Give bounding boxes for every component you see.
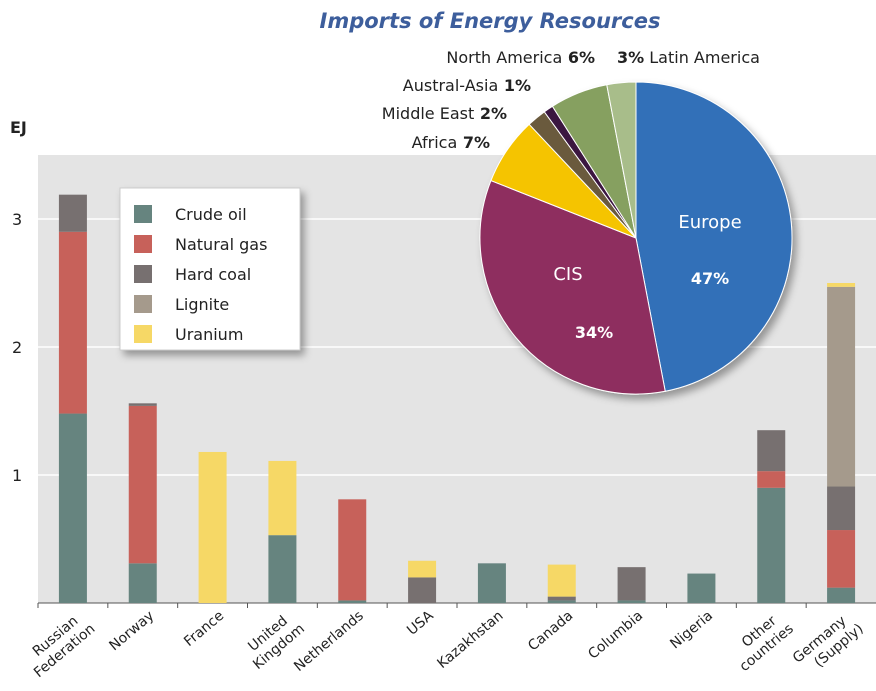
slice-value: 47% bbox=[691, 269, 729, 288]
bar-segment bbox=[58, 231, 87, 414]
bar-segment bbox=[58, 194, 87, 232]
pie-slice bbox=[635, 81, 793, 392]
bar-segment bbox=[58, 413, 87, 603]
legend-label: Natural gas bbox=[175, 235, 267, 254]
slice-label-group: Africa 7% bbox=[412, 133, 490, 152]
bar-segment bbox=[617, 600, 646, 603]
pie-slice bbox=[606, 81, 637, 239]
x-tick-label: RussianFederation bbox=[20, 608, 98, 681]
slice-label: North America bbox=[446, 48, 562, 67]
slice-label-group: 3% Latin America bbox=[617, 48, 760, 67]
x-tick-label: USA bbox=[404, 608, 437, 639]
bar-segment bbox=[477, 563, 506, 603]
bar-segment bbox=[757, 487, 786, 603]
bar-segment bbox=[198, 451, 227, 603]
slice-label-group: Middle East 2% bbox=[382, 104, 507, 123]
bar-segment bbox=[547, 564, 576, 597]
slice-label-group: North America 6% bbox=[446, 48, 595, 67]
slice-value: 34% bbox=[575, 323, 613, 342]
y-tick-label: 3 bbox=[12, 210, 22, 229]
bar-segment bbox=[547, 600, 576, 603]
x-tick-label: Kazakhstan bbox=[434, 608, 506, 672]
legend-swatch bbox=[134, 325, 152, 343]
legend-swatch bbox=[134, 235, 152, 253]
slice-label: Latin America bbox=[644, 48, 760, 67]
legend-label: Crude oil bbox=[175, 205, 247, 224]
bar-segment bbox=[268, 535, 297, 603]
legend-swatch bbox=[134, 265, 152, 283]
legend-swatch bbox=[134, 205, 152, 223]
bar-segment bbox=[827, 283, 856, 287]
bar-segment bbox=[827, 486, 856, 531]
slice-label: CIS bbox=[553, 264, 582, 285]
slice-value: 7% bbox=[457, 133, 490, 152]
bar-segment bbox=[338, 499, 367, 601]
bar-segment bbox=[547, 596, 576, 601]
x-tick-label: Columbia bbox=[585, 608, 646, 663]
bar-segment bbox=[617, 567, 646, 601]
y-tick-label: 1 bbox=[12, 466, 22, 485]
legend: Crude oil Natural gas Hard coal Lignite Uran… bbox=[119, 187, 301, 351]
x-tick-label: Germany(Supply) bbox=[790, 608, 867, 680]
slice-value: 6% bbox=[562, 48, 595, 67]
bar-segment bbox=[827, 530, 856, 588]
chart-title: Imports of Energy Resources bbox=[320, 9, 661, 33]
bar-segment bbox=[128, 405, 157, 564]
bar-segment bbox=[827, 587, 856, 603]
bar-segment bbox=[128, 403, 157, 406]
slice-value: 1% bbox=[498, 76, 531, 95]
slice-label: Middle East bbox=[382, 104, 474, 123]
bar-segment bbox=[408, 577, 437, 603]
x-tick-label: Nigeria bbox=[667, 608, 716, 652]
legend-label: Lignite bbox=[175, 295, 229, 314]
bar-segment bbox=[827, 286, 856, 487]
slice-label-group: Austral-Asia 1% bbox=[403, 76, 531, 95]
x-tick-label: Canada bbox=[525, 608, 576, 655]
pie-slice bbox=[479, 179, 666, 395]
bar-segment bbox=[338, 600, 367, 603]
x-tick-label: France bbox=[181, 608, 227, 650]
x-tick-label: Netherlands bbox=[291, 608, 367, 675]
slice-value: 2% bbox=[474, 104, 507, 123]
legend-swatch bbox=[134, 295, 152, 313]
bar-segment bbox=[128, 563, 157, 603]
slice-label: Europe bbox=[678, 212, 741, 233]
bar-segment bbox=[757, 430, 786, 472]
slice-value: 3% bbox=[617, 48, 644, 67]
bar-segment bbox=[408, 560, 437, 578]
y-axis-label: EJ bbox=[10, 118, 27, 137]
legend-label: Uranium bbox=[175, 325, 243, 344]
x-tick-label: Othercountries bbox=[726, 608, 797, 675]
slice-label: Africa bbox=[412, 133, 458, 152]
bar-segment bbox=[757, 471, 786, 488]
slice-label: Austral-Asia bbox=[403, 76, 498, 95]
pie bbox=[479, 81, 793, 395]
x-tick-label: Norway bbox=[106, 608, 157, 654]
y-tick-label: 2 bbox=[12, 338, 22, 357]
bar-segment bbox=[268, 460, 297, 536]
legend-label: Hard coal bbox=[175, 265, 251, 284]
bar-segment bbox=[687, 573, 716, 603]
